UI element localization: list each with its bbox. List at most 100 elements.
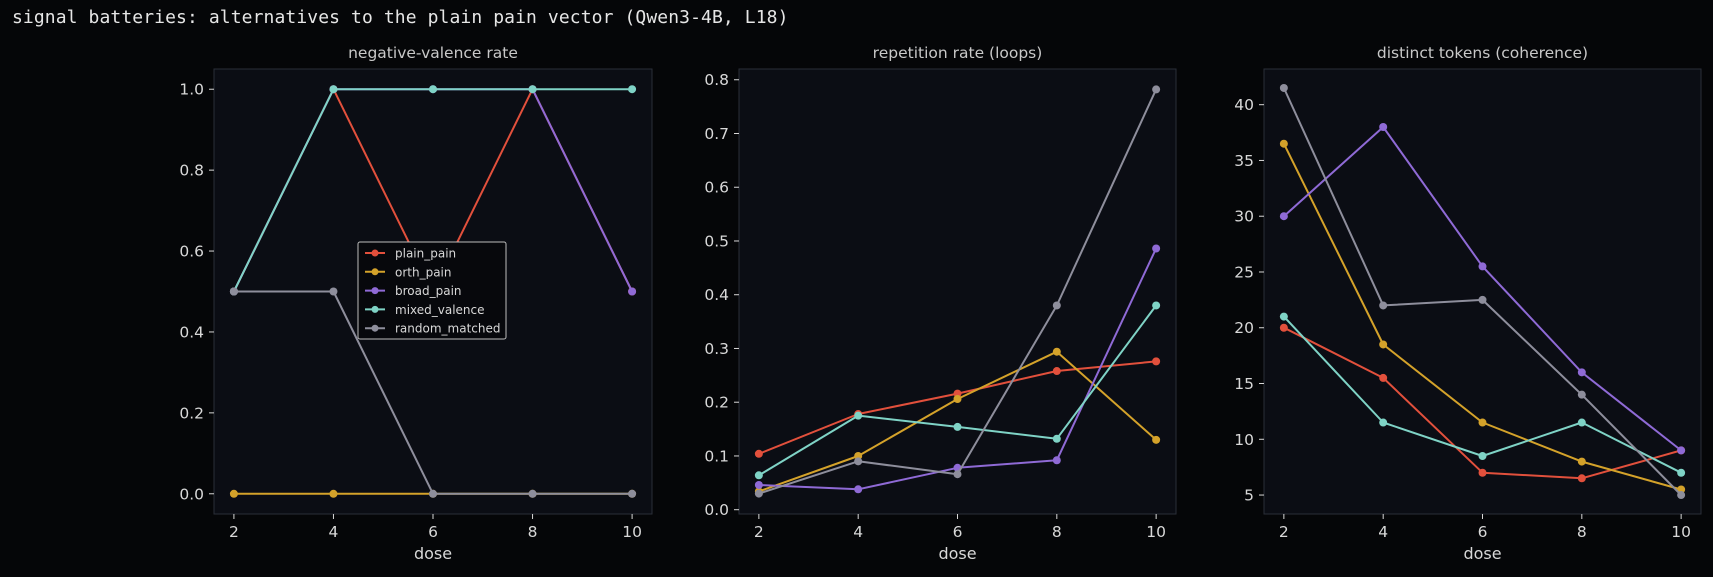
- data-point: [1677, 485, 1686, 494]
- data-point: [1577, 418, 1586, 427]
- data-point: [1152, 435, 1161, 444]
- data-point: [1052, 434, 1061, 443]
- data-point: [1478, 295, 1487, 304]
- data-point: [953, 394, 962, 403]
- data-point: [329, 85, 338, 94]
- y-tick-label: 15: [1234, 375, 1254, 393]
- data-point: [628, 287, 637, 296]
- data-point: [1152, 85, 1161, 94]
- legend-swatch-marker: [371, 287, 379, 295]
- x-tick-label: 6: [953, 523, 963, 541]
- data-point: [1152, 301, 1161, 310]
- x-tick-label: 4: [853, 523, 863, 541]
- data-point: [329, 287, 338, 296]
- data-point: [1052, 347, 1061, 356]
- series-mixed-valence: [754, 301, 1161, 480]
- y-tick-label: 25: [1234, 263, 1254, 281]
- data-point: [953, 470, 962, 479]
- y-tick-label: 20: [1234, 319, 1254, 337]
- legend-label: broad_pain: [395, 284, 462, 298]
- y-tick-label: 0.2: [179, 404, 204, 422]
- x-tick-label: 8: [1577, 523, 1587, 541]
- y-tick-label: 40: [1234, 96, 1254, 114]
- data-point: [754, 480, 763, 489]
- data-point: [1279, 212, 1288, 221]
- panel-3: distinct tokens (coherence) 2 4 6 8 10 5 10 15 20…: [1234, 44, 1702, 563]
- series-broad-pain: [1279, 122, 1686, 455]
- data-point: [1279, 83, 1288, 92]
- data-point: [754, 489, 763, 498]
- legend-label: plain_pain: [395, 247, 456, 261]
- panel-title: negative-valence rate: [348, 44, 518, 62]
- legend-label: orth_pain: [395, 265, 452, 279]
- series-random-matched: [1279, 83, 1686, 500]
- data-point: [1478, 468, 1487, 477]
- data-point: [1152, 357, 1161, 366]
- series-random-matched: [754, 85, 1161, 498]
- data-point: [528, 489, 537, 498]
- legend-swatch-marker: [371, 268, 379, 276]
- x-tick-label: 10: [1671, 523, 1691, 541]
- y-tick-label: 0.4: [704, 286, 729, 304]
- data-point: [1677, 468, 1686, 477]
- data-point: [229, 287, 238, 296]
- data-point: [1152, 244, 1161, 253]
- data-point: [1577, 368, 1586, 377]
- panel-title: repetition rate (loops): [873, 44, 1043, 62]
- y-tick-label: 0.5: [704, 232, 729, 250]
- legend-swatch-marker: [371, 249, 379, 257]
- data-point: [1279, 312, 1288, 321]
- data-point: [1279, 323, 1288, 332]
- data-point: [528, 85, 537, 94]
- y-tick-label: 0.2: [704, 394, 729, 412]
- data-point: [754, 449, 763, 458]
- legend-label: random_matched: [395, 322, 501, 336]
- data-point: [1052, 456, 1061, 465]
- y-tick-label: 0.7: [704, 125, 729, 143]
- y-tick-label: 1.0: [179, 81, 204, 99]
- y-tick-label: 0.8: [704, 71, 729, 89]
- data-point: [1478, 452, 1487, 461]
- plot-area: [738, 68, 1177, 515]
- x-tick-label: 10: [622, 523, 642, 541]
- y-tick-label: 35: [1234, 152, 1254, 170]
- y-tick-label: 0.0: [179, 485, 204, 503]
- figure-title: signal batteries: alternatives to the pl…: [12, 7, 789, 28]
- x-axis-label: dose: [938, 544, 976, 563]
- y-tick-label: 30: [1234, 208, 1254, 226]
- data-point: [1379, 340, 1388, 349]
- y-tick-label: 5: [1244, 487, 1254, 505]
- data-point: [1577, 474, 1586, 483]
- x-tick-label: 2: [1279, 523, 1289, 541]
- series-mixed-valence: [1279, 312, 1686, 477]
- x-tick-label: 4: [329, 523, 339, 541]
- data-point: [628, 85, 637, 94]
- plot-area: [1263, 68, 1702, 515]
- data-point: [854, 411, 863, 420]
- data-point: [1379, 418, 1388, 427]
- data-point: [1577, 390, 1586, 399]
- panel-title: distinct tokens (coherence): [1377, 44, 1588, 62]
- data-point: [628, 489, 637, 498]
- series-orth-pain: [1279, 139, 1686, 494]
- y-tick-label: 0.4: [179, 323, 204, 341]
- data-point: [854, 485, 863, 494]
- data-point: [229, 489, 238, 498]
- legend-label: mixed_valence: [395, 303, 485, 317]
- x-tick-label: 10: [1146, 523, 1166, 541]
- data-point: [1052, 367, 1061, 376]
- x-tick-label: 2: [754, 523, 764, 541]
- data-point: [854, 457, 863, 466]
- y-tick-label: 0.3: [704, 340, 729, 358]
- data-point: [1379, 373, 1388, 382]
- data-point: [1478, 262, 1487, 271]
- x-tick-label: 4: [1378, 523, 1388, 541]
- x-tick-label: 8: [528, 523, 538, 541]
- y-tick-label: 0.1: [704, 447, 729, 465]
- legend-swatch-marker: [371, 305, 379, 313]
- data-point: [1279, 139, 1288, 148]
- x-tick-label: 6: [1478, 523, 1488, 541]
- y-tick-label: 10: [1234, 431, 1254, 449]
- x-tick-label: 6: [428, 523, 438, 541]
- data-point: [754, 471, 763, 480]
